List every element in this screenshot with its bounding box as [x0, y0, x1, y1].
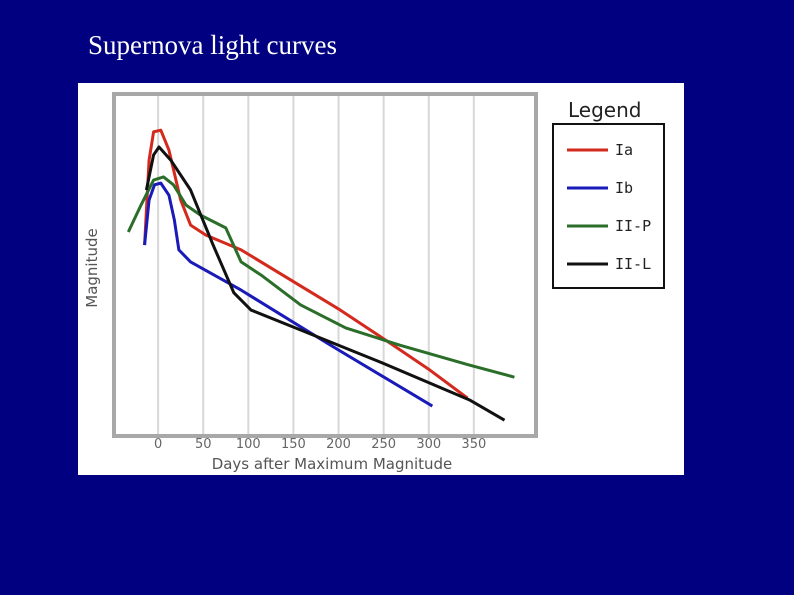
legend-box [552, 123, 665, 289]
series-line [144, 145, 506, 422]
x-tick-label: 200 [326, 437, 351, 452]
legend-label: Ia [615, 141, 633, 159]
slide-title: Supernova light curves [88, 30, 337, 60]
y-axis-label: Magnitude [83, 228, 101, 307]
x-tick-label: 350 [461, 437, 486, 452]
series-line [126, 175, 515, 379]
x-tick-label: 300 [416, 437, 441, 452]
legend-label: Ib [615, 179, 633, 197]
legend-label: II-L [615, 255, 651, 273]
x-tick-label: 100 [236, 437, 261, 452]
x-tick-label: 250 [371, 437, 396, 452]
x-axis-label: Days after Maximum Magnitude [212, 455, 453, 473]
legend-label: II-P [615, 217, 651, 235]
x-tick-label: 0 [154, 437, 162, 452]
series-line [143, 181, 434, 408]
x-tick-label: 50 [195, 437, 212, 452]
x-tick-label: 150 [281, 437, 306, 452]
plot-frame [112, 92, 538, 438]
legend-title: Legend [568, 98, 641, 122]
